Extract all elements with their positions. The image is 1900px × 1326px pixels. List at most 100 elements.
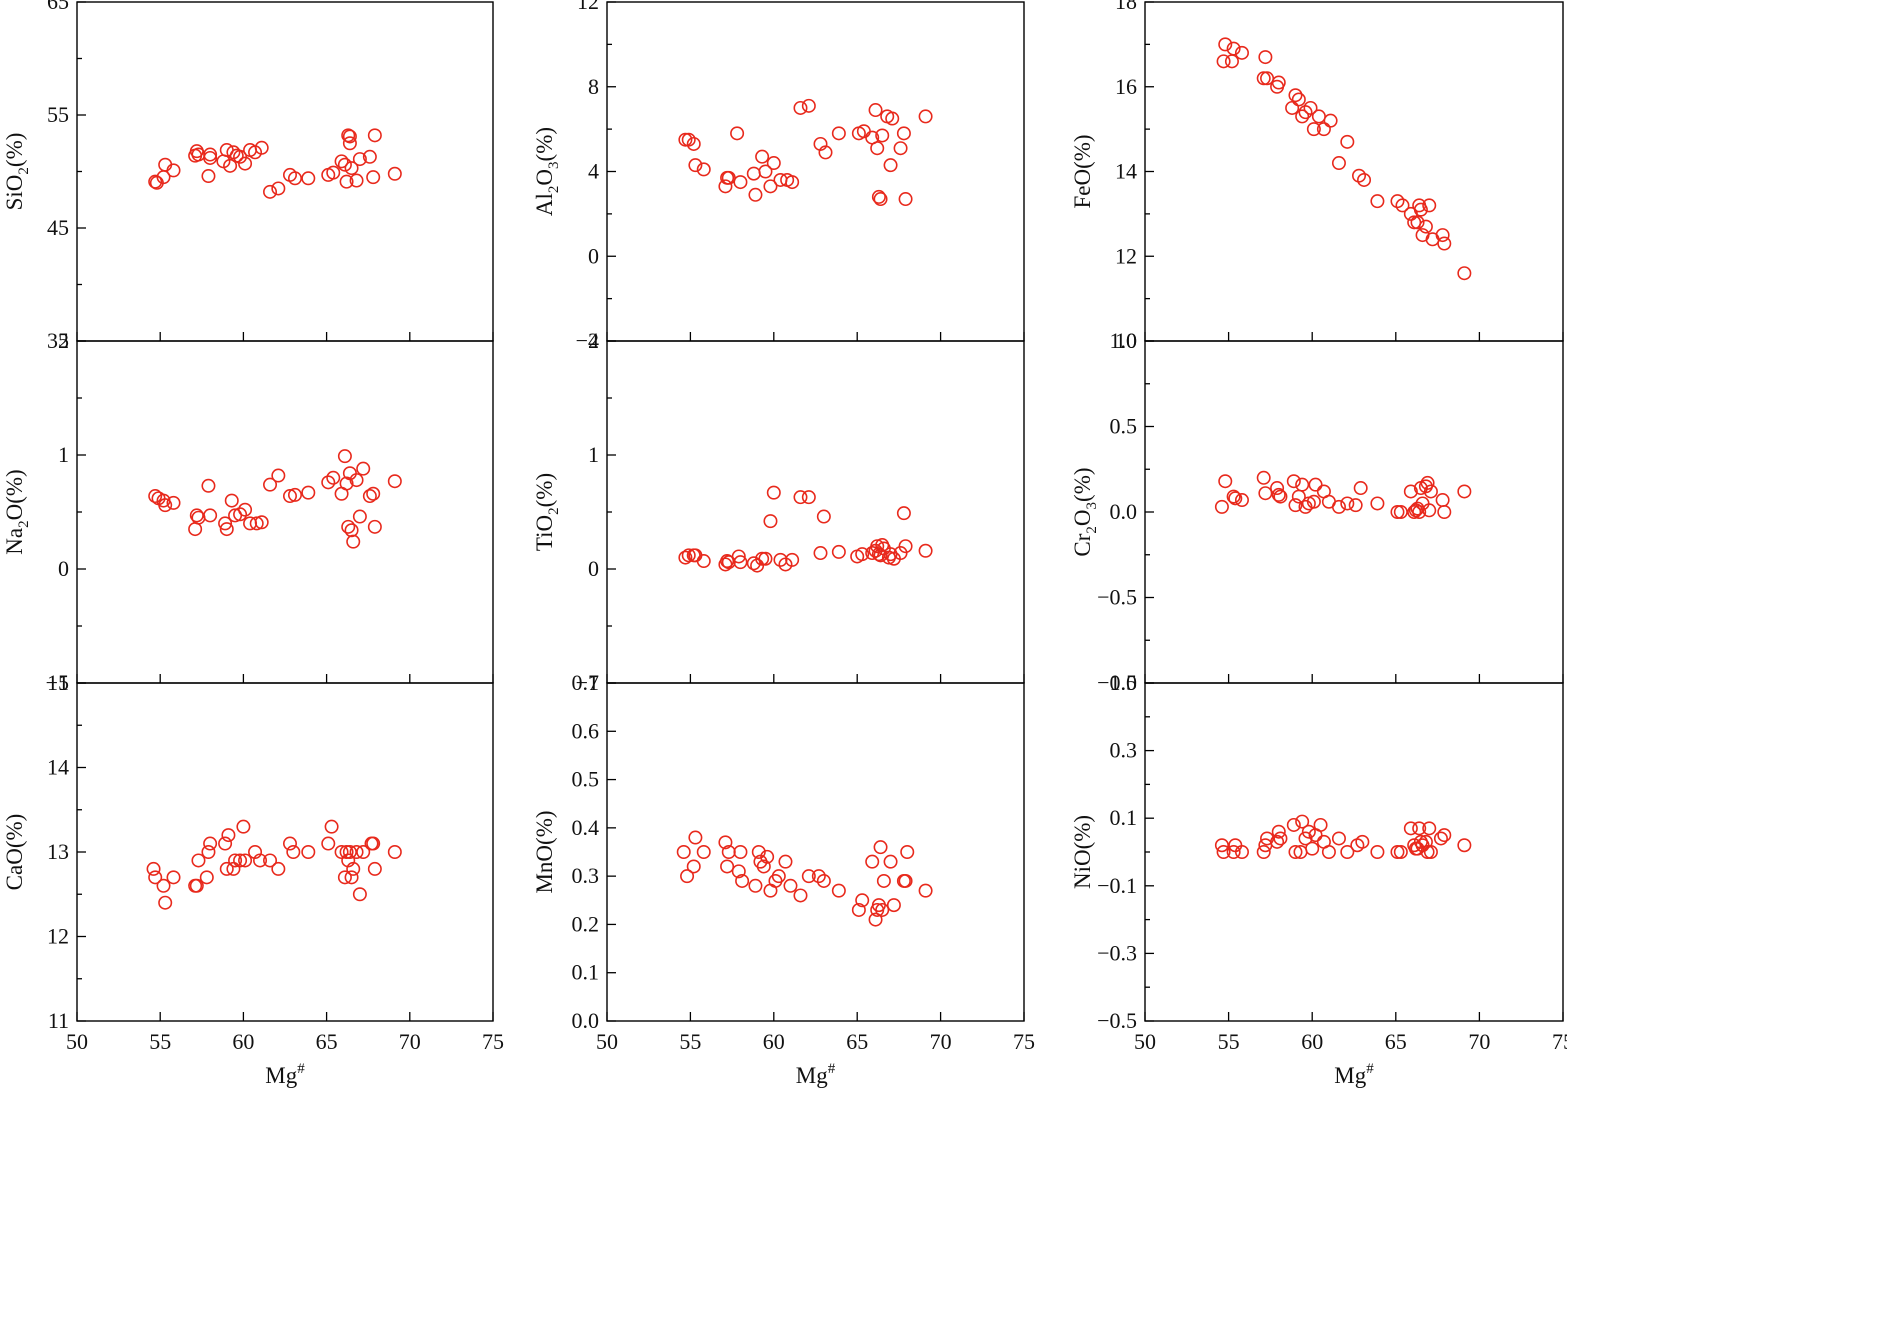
data-point-cr2o3: [1218, 474, 1233, 489]
y-tick-label-sio2: 45: [47, 215, 69, 240]
data-point-sio2: [366, 170, 381, 185]
data-point-cao: [148, 870, 163, 885]
data-point-na2o: [158, 498, 173, 513]
data-point-tio2: [883, 547, 898, 562]
data-point-na2o: [254, 515, 269, 530]
data-point-mno: [760, 849, 775, 864]
data-point-mno: [688, 830, 703, 845]
data-point-feo: [1303, 100, 1318, 115]
y-axis-title-part: Al: [532, 193, 557, 216]
data-point-cao: [219, 861, 234, 876]
y-axis-title-part: O: [1070, 509, 1095, 526]
data-point-sio2: [148, 174, 163, 189]
data-point-cao: [191, 853, 206, 868]
data-point-feo: [1234, 45, 1249, 60]
data-point-cao: [189, 878, 204, 893]
y-tick-label-mno: 0.7: [572, 670, 600, 695]
data-point-nio: [1331, 831, 1346, 846]
data-point-nio: [1340, 844, 1355, 859]
data-point-mno: [793, 888, 808, 903]
data-point-cao: [166, 870, 181, 885]
x-tick-label-cao: 65: [316, 1029, 338, 1054]
y-tick-label-al2o3: 8: [588, 74, 599, 99]
data-point-cao: [221, 828, 236, 843]
y-tick-label-cr2o3: 0.5: [1110, 414, 1138, 439]
data-point-tio2: [896, 506, 911, 521]
data-point-nio: [1305, 841, 1320, 856]
data-point-na2o: [282, 489, 297, 504]
data-point-na2o: [356, 461, 371, 476]
y-tick-label-al2o3: 4: [588, 159, 599, 184]
x-axis-title-text: Mg: [265, 1063, 297, 1088]
y-axis-title-part: 2: [546, 507, 562, 515]
data-point-mno: [680, 869, 695, 884]
x-tick-label-nio: 70: [1468, 1029, 1490, 1054]
data-point-cao: [203, 836, 218, 851]
x-tick-label-mno: 75: [1013, 1029, 1035, 1054]
y-axis-title-part: SiO: [2, 175, 27, 211]
y-axis-title-part: 2: [16, 167, 32, 175]
data-point-feo: [1395, 198, 1410, 213]
y-tick-label-nio: 0.3: [1110, 738, 1138, 763]
data-point-nio: [1313, 817, 1328, 832]
data-point-na2o: [189, 508, 204, 523]
y-tick-label-cr2o3: −1.0: [1097, 670, 1137, 695]
y-axis-title-mno: MnO(%): [532, 810, 557, 893]
data-point-tio2: [766, 485, 781, 500]
data-point-tio2: [855, 547, 870, 562]
data-point-mno: [855, 893, 870, 908]
y-tick-label-mno: 0.2: [572, 911, 600, 936]
data-point-mno: [811, 869, 826, 884]
panel-mno: 0.0 0.1 0.2 0.3 0.4 0.5 0.6 0.7 50 55 60 65 70 75 MnO(…: [532, 670, 1035, 1088]
data-point-al2o3: [793, 100, 808, 115]
data-point-feo: [1390, 194, 1405, 209]
data-point-tio2: [681, 548, 696, 563]
data-point-al2o3: [763, 179, 778, 194]
data-point-cr2o3: [1256, 470, 1271, 485]
x-tick-label-cao: 60: [232, 1029, 254, 1054]
data-point-tio2: [731, 549, 746, 564]
y-tick-label-feo: 18: [1115, 0, 1137, 14]
data-point-nio: [1301, 824, 1316, 839]
data-point-sio2: [301, 171, 316, 186]
data-point-mno: [875, 902, 890, 917]
data-point-cao: [342, 844, 357, 859]
y-tick-label-feo: 10: [1115, 328, 1137, 353]
data-point-al2o3: [733, 175, 748, 190]
y-tick-label-cr2o3: 0.0: [1110, 499, 1138, 524]
data-point-mno: [720, 859, 735, 874]
data-point-sio2: [201, 169, 216, 184]
data-point-cao: [146, 861, 161, 876]
data-point-sio2: [352, 152, 367, 167]
y-axis-title-nio: NiO(%): [1070, 815, 1095, 889]
data-point-cao: [156, 878, 171, 893]
data-point-feo: [1418, 219, 1433, 234]
data-point-sio2: [367, 128, 382, 143]
x-tick-label-nio: 75: [1552, 1029, 1567, 1054]
data-point-al2o3: [898, 192, 913, 207]
y-tick-label-cr2o3: 1.0: [1110, 328, 1138, 353]
data-point-sio2: [203, 150, 218, 165]
data-point-al2o3: [896, 126, 911, 141]
data-point-cao: [158, 895, 173, 910]
y-axis-title-part: MnO(%): [532, 810, 557, 893]
x-tick-label-mno: 55: [679, 1029, 701, 1054]
data-point-mno: [831, 883, 846, 898]
data-point-na2o: [263, 477, 278, 492]
x-axis-title-text: Mg: [1334, 1063, 1366, 1088]
data-point-nio: [1216, 844, 1231, 859]
y-tick-label-nio: −0.1: [1097, 873, 1137, 898]
data-point-cr2o3: [1306, 494, 1321, 509]
y-tick-label-al2o3: 12: [577, 0, 599, 14]
data-point-nio: [1260, 831, 1275, 846]
data-point-al2o3: [831, 126, 846, 141]
x-axis-title-superscript: #: [297, 1061, 305, 1077]
data-point-sio2: [254, 140, 269, 155]
x-axis-title-text: Mg: [796, 1063, 828, 1088]
data-point-cao: [218, 836, 233, 851]
data-point-mno: [735, 873, 750, 888]
data-point-mno: [816, 873, 831, 888]
data-point-mno: [733, 844, 748, 859]
data-point-nio: [1226, 844, 1241, 859]
